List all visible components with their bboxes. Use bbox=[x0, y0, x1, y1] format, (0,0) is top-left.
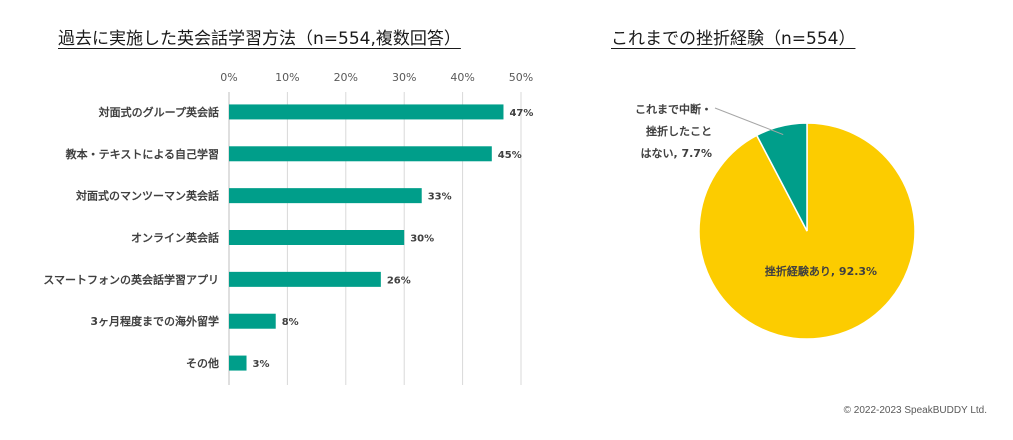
category-label: 対面式のグループ英会話 bbox=[98, 105, 219, 119]
bar-value-label: 8% bbox=[282, 317, 299, 328]
pie-chart-title: これまでの挫折経験（n=554） bbox=[611, 29, 856, 49]
pie-slice-label: 挫折経験あり, 92.3% bbox=[765, 264, 877, 278]
category-label: オンライン英会話 bbox=[131, 231, 219, 245]
x-tick-label: 0% bbox=[220, 71, 237, 84]
x-tick-label: 30% bbox=[392, 71, 416, 84]
bar bbox=[229, 355, 247, 371]
bar-value-label: 47% bbox=[509, 108, 533, 119]
x-tick-label: 40% bbox=[450, 71, 474, 84]
x-tick-label: 20% bbox=[334, 71, 358, 84]
bar bbox=[229, 271, 381, 287]
pie-slice-label: これまで中断・ bbox=[635, 102, 712, 116]
pie-slice-label: 挫折したこと bbox=[646, 124, 712, 138]
bar-chart: 0% 10% 20% 30% 40% 50% 対面式のグループ英会話 47% 教本・テキストによ… bbox=[43, 71, 533, 385]
bar bbox=[229, 146, 492, 162]
bar-value-label: 3% bbox=[253, 359, 270, 370]
bar bbox=[229, 230, 405, 245]
copyright-text: © 2022-2023 SpeakBUDDY Ltd. bbox=[843, 405, 987, 416]
bar-value-label: 45% bbox=[498, 150, 522, 161]
x-tick-label: 50% bbox=[509, 71, 533, 84]
bar bbox=[229, 104, 504, 120]
bar-value-label: 33% bbox=[428, 192, 452, 203]
bar bbox=[229, 313, 276, 329]
category-label: その他 bbox=[186, 356, 219, 370]
bar-value-label: 30% bbox=[410, 234, 434, 245]
bar-chart-title: 過去に実施した英会話学習方法（n=554,複数回答） bbox=[58, 29, 461, 49]
category-label: 3ヶ月程度までの海外留学 bbox=[90, 314, 219, 328]
bar bbox=[229, 188, 422, 204]
category-label: スマートフォンの英会話学習アプリ bbox=[43, 272, 219, 286]
x-tick-label: 10% bbox=[275, 71, 299, 84]
pie-slice bbox=[755, 122, 808, 232]
category-label: 対面式のマンツーマン英会話 bbox=[75, 189, 219, 203]
pie-leader-line bbox=[714, 107, 784, 135]
pie-slice-label: はない, 7.7% bbox=[640, 147, 712, 160]
bar-value-label: 26% bbox=[387, 275, 411, 286]
category-label: 教本・テキストによる自己学習 bbox=[65, 147, 219, 161]
